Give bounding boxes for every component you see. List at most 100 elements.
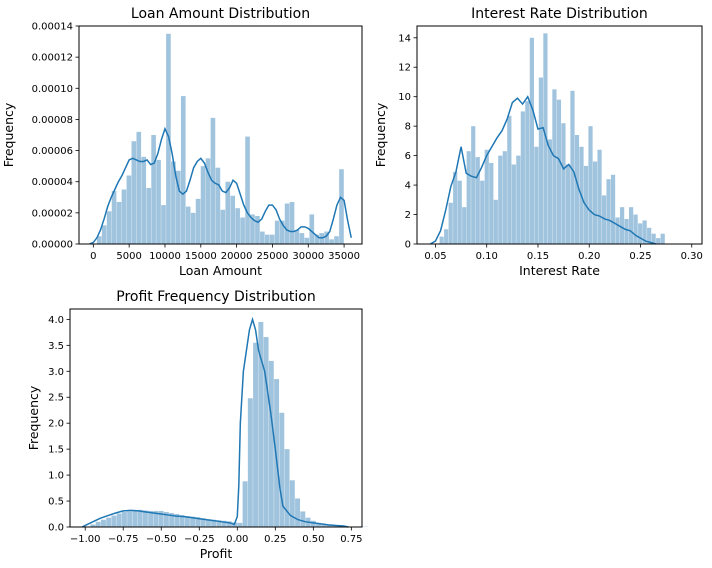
x-tick-label: 0.05 bbox=[424, 251, 446, 262]
histogram-bar bbox=[96, 236, 102, 244]
plot-area-loan-amount bbox=[78, 25, 363, 245]
x-tick-label: 10000 bbox=[149, 251, 181, 262]
histogram-bar bbox=[294, 229, 300, 244]
histogram-bar bbox=[163, 511, 169, 527]
histogram-bar bbox=[258, 321, 264, 527]
histogram-bar bbox=[216, 520, 222, 527]
y-axis-label-interest-rate: Frequency bbox=[373, 102, 388, 167]
x-ticks-profit: −1.00 −0.75 −0.50 −0.25 0.00 0.25 0.50 0.75 bbox=[70, 527, 362, 545]
histogram-bar bbox=[651, 233, 656, 244]
histogram-bar bbox=[121, 511, 127, 527]
histogram-bar bbox=[116, 513, 122, 527]
kde-line-interest-rate bbox=[429, 95, 657, 245]
histogram-bar bbox=[642, 220, 647, 244]
histogram-bar bbox=[592, 161, 598, 244]
histogram-bar bbox=[624, 218, 629, 244]
histogram-bars-profit bbox=[85, 321, 369, 527]
histogram-bar bbox=[529, 37, 534, 244]
histogram-bar bbox=[274, 379, 280, 527]
histogram-bar bbox=[310, 520, 316, 527]
histogram-bar bbox=[597, 149, 602, 244]
histogram-bar bbox=[137, 509, 143, 527]
x-tick-label: 0.25 bbox=[264, 534, 286, 545]
y-tick-label: 0.00006 bbox=[32, 146, 73, 157]
x-tick-label: 30000 bbox=[292, 251, 324, 262]
y-tick-label: 2 bbox=[405, 210, 411, 221]
chart-title-loan-amount: Loan Amount Distribution bbox=[131, 6, 310, 22]
y-axis-label-profit: Frequency bbox=[26, 385, 41, 450]
histogram-bar bbox=[215, 167, 221, 244]
histogram-bar bbox=[211, 519, 217, 527]
histogram-bar bbox=[629, 207, 634, 244]
histogram-bar bbox=[111, 191, 117, 244]
x-tick-label: 0.00 bbox=[226, 534, 248, 545]
histogram-bar bbox=[136, 131, 142, 244]
histogram-bar bbox=[226, 521, 232, 527]
histogram-bar bbox=[111, 515, 117, 527]
histogram-bar bbox=[263, 337, 269, 527]
y-tick-label: 2.0 bbox=[48, 419, 64, 430]
y-tick-label: 4 bbox=[405, 181, 411, 192]
y-axis-label-loan-amount: Frequency bbox=[1, 102, 16, 167]
histogram-bar bbox=[289, 480, 295, 527]
histogram-bar bbox=[324, 231, 329, 244]
histogram-bar bbox=[235, 208, 240, 244]
interest-rate-chart: 0.05 0.10 0.15 0.20 0.25 0.30 0 2 4 6 8 10 12 14 Int… bbox=[373, 6, 703, 278]
histogram-bar bbox=[237, 522, 243, 527]
histogram-bar bbox=[316, 522, 322, 527]
histogram-bar bbox=[176, 170, 181, 244]
y-tick-label: 4.0 bbox=[48, 315, 64, 326]
histogram-bar bbox=[331, 525, 337, 527]
histogram-bar bbox=[471, 126, 476, 244]
histogram-bar bbox=[195, 517, 201, 527]
histogram-bar bbox=[516, 155, 521, 244]
histogram-bar bbox=[337, 525, 343, 527]
histogram-bar bbox=[534, 146, 539, 244]
x-tick-label: −0.75 bbox=[108, 534, 139, 545]
histogram-bar bbox=[547, 139, 553, 244]
histogram-bar bbox=[158, 510, 164, 527]
y-tick-label: 8 bbox=[405, 122, 411, 133]
histogram-bar bbox=[220, 209, 226, 244]
histogram-bar bbox=[279, 412, 285, 527]
histogram-bar bbox=[334, 236, 339, 244]
histogram-bar bbox=[225, 181, 231, 244]
histogram-bar bbox=[146, 187, 151, 244]
x-axis-label-interest-rate: Interest Rate bbox=[519, 263, 600, 278]
x-tick-label: −0.50 bbox=[146, 534, 177, 545]
histogram-bar bbox=[180, 96, 186, 244]
histogram-bar bbox=[185, 206, 191, 244]
histogram-bar bbox=[295, 498, 301, 527]
histogram-bar bbox=[489, 162, 494, 244]
histogram-bar bbox=[502, 151, 507, 244]
histogram-bar bbox=[601, 195, 607, 244]
x-tick-label: 15000 bbox=[185, 251, 217, 262]
histogram-bar bbox=[309, 214, 315, 244]
histogram-bar bbox=[321, 524, 327, 527]
histogram-bar bbox=[574, 135, 580, 244]
histogram-bar bbox=[660, 233, 665, 244]
histogram-bar bbox=[90, 524, 96, 527]
y-tick-label: 0.00004 bbox=[32, 177, 73, 188]
histogram-bar bbox=[171, 161, 176, 244]
x-tick-label: 0.15 bbox=[527, 251, 549, 262]
histogram-bar bbox=[184, 516, 190, 527]
histogram-bar bbox=[493, 199, 498, 244]
histogram-bar bbox=[221, 520, 227, 527]
histogram-bar bbox=[570, 90, 575, 244]
histogram-bar bbox=[100, 519, 106, 527]
loan-amount-chart: 0 5000 10000 15000 20000 25000 30000 35000 0.00… bbox=[1, 6, 363, 278]
histogram-bar bbox=[141, 156, 147, 244]
histogram-bar bbox=[543, 33, 548, 244]
plot-area-profit bbox=[69, 308, 363, 528]
histogram-bar bbox=[116, 201, 122, 244]
histogram-bar bbox=[142, 510, 148, 527]
kde-line-loan-amount bbox=[89, 126, 352, 245]
x-tick-label: 5000 bbox=[116, 251, 141, 262]
histogram-bar bbox=[326, 524, 332, 527]
x-ticks-loan-amount: 0 5000 10000 15000 20000 25000 30000 35000 bbox=[90, 244, 360, 262]
x-tick-label: 0.20 bbox=[578, 251, 600, 262]
histogram-bar bbox=[190, 516, 196, 527]
y-tick-label: 0.00012 bbox=[32, 53, 73, 64]
histogram-bar bbox=[462, 207, 467, 244]
